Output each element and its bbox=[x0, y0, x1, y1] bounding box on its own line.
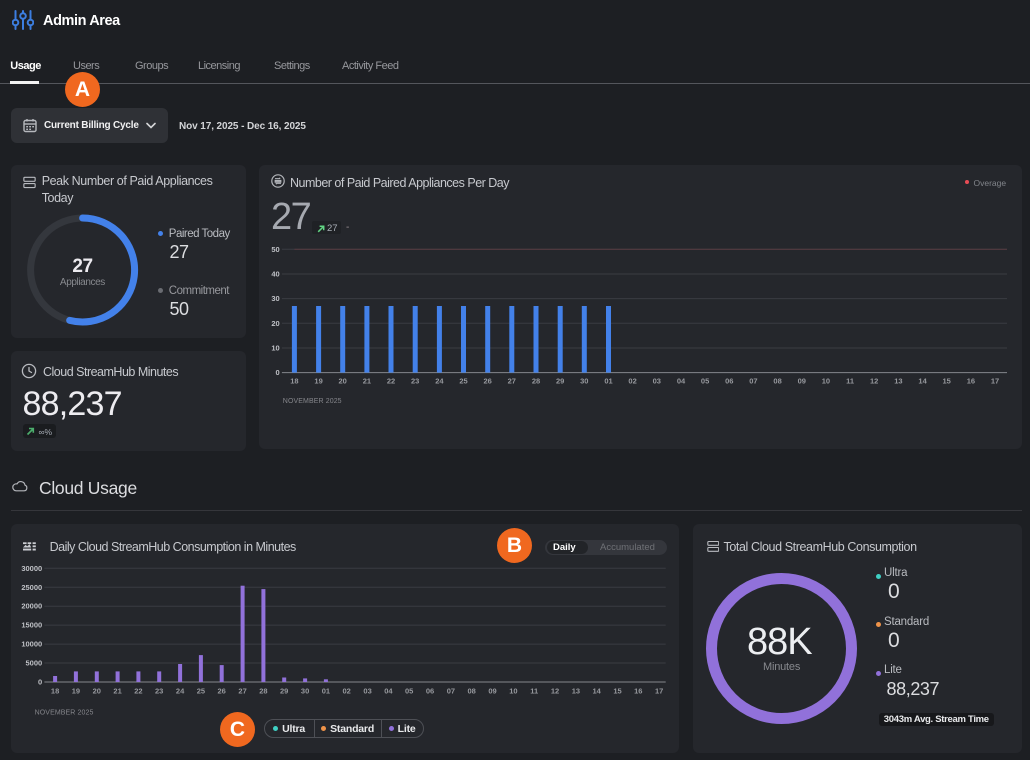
svg-text:18: 18 bbox=[51, 687, 59, 696]
svg-text:19: 19 bbox=[314, 376, 322, 385]
svg-text:03: 03 bbox=[653, 376, 661, 385]
svg-text:10: 10 bbox=[509, 687, 517, 696]
svg-text:20000: 20000 bbox=[21, 602, 42, 611]
svg-text:04: 04 bbox=[677, 376, 686, 385]
svg-text:30: 30 bbox=[580, 376, 588, 385]
svg-text:15: 15 bbox=[943, 376, 951, 385]
svg-text:25000: 25000 bbox=[21, 583, 42, 592]
svg-text:16: 16 bbox=[967, 376, 975, 385]
svg-text:12: 12 bbox=[551, 687, 559, 696]
svg-text:26: 26 bbox=[484, 376, 492, 385]
svg-text:NOVEMBER 2025: NOVEMBER 2025 bbox=[34, 710, 93, 717]
svg-text:24: 24 bbox=[176, 687, 185, 696]
svg-text:10: 10 bbox=[822, 376, 830, 385]
svg-text:23: 23 bbox=[155, 687, 163, 696]
svg-text:03: 03 bbox=[363, 687, 371, 696]
svg-text:17: 17 bbox=[991, 376, 999, 385]
svg-text:07: 07 bbox=[447, 687, 455, 696]
svg-text:18: 18 bbox=[290, 376, 298, 385]
svg-text:12: 12 bbox=[870, 376, 878, 385]
svg-text:11: 11 bbox=[846, 376, 854, 385]
svg-text:27: 27 bbox=[508, 376, 516, 385]
svg-text:30: 30 bbox=[271, 294, 279, 303]
svg-text:04: 04 bbox=[384, 687, 393, 696]
svg-text:20: 20 bbox=[339, 376, 347, 385]
svg-text:28: 28 bbox=[532, 376, 540, 385]
svg-text:13: 13 bbox=[894, 376, 902, 385]
svg-text:NOVEMBER 2025: NOVEMBER 2025 bbox=[283, 398, 342, 405]
svg-text:15000: 15000 bbox=[21, 621, 42, 630]
svg-text:21: 21 bbox=[363, 376, 371, 385]
svg-text:01: 01 bbox=[604, 376, 612, 385]
svg-text:0: 0 bbox=[38, 678, 42, 687]
svg-text:40: 40 bbox=[271, 270, 279, 279]
svg-text:20: 20 bbox=[271, 319, 279, 328]
svg-text:10000: 10000 bbox=[21, 640, 42, 649]
svg-text:20: 20 bbox=[92, 687, 100, 696]
svg-text:01: 01 bbox=[322, 687, 330, 696]
svg-text:15: 15 bbox=[613, 687, 621, 696]
svg-text:14: 14 bbox=[918, 376, 927, 385]
svg-text:19: 19 bbox=[72, 687, 80, 696]
svg-text:16: 16 bbox=[634, 687, 642, 696]
svg-text:10: 10 bbox=[271, 344, 279, 353]
svg-text:50: 50 bbox=[271, 245, 279, 254]
svg-text:28: 28 bbox=[259, 687, 267, 696]
svg-text:08: 08 bbox=[467, 687, 475, 696]
svg-text:29: 29 bbox=[556, 376, 564, 385]
svg-text:08: 08 bbox=[773, 376, 781, 385]
svg-text:06: 06 bbox=[725, 376, 733, 385]
svg-text:07: 07 bbox=[749, 376, 757, 385]
svg-text:29: 29 bbox=[280, 687, 288, 696]
svg-text:22: 22 bbox=[387, 376, 395, 385]
svg-text:09: 09 bbox=[798, 376, 806, 385]
svg-text:25: 25 bbox=[459, 376, 467, 385]
svg-text:02: 02 bbox=[628, 376, 636, 385]
svg-text:30: 30 bbox=[301, 687, 309, 696]
svg-text:17: 17 bbox=[655, 687, 663, 696]
svg-text:0: 0 bbox=[276, 368, 280, 377]
svg-text:27: 27 bbox=[238, 687, 246, 696]
svg-text:09: 09 bbox=[488, 687, 496, 696]
svg-text:02: 02 bbox=[342, 687, 350, 696]
svg-text:26: 26 bbox=[217, 687, 225, 696]
svg-text:5000: 5000 bbox=[25, 659, 42, 668]
svg-text:11: 11 bbox=[530, 687, 538, 696]
svg-text:13: 13 bbox=[572, 687, 580, 696]
svg-text:05: 05 bbox=[405, 687, 413, 696]
svg-text:14: 14 bbox=[592, 687, 601, 696]
svg-text:05: 05 bbox=[701, 376, 709, 385]
svg-text:25: 25 bbox=[197, 687, 205, 696]
svg-text:30000: 30000 bbox=[21, 564, 42, 573]
svg-text:23: 23 bbox=[411, 376, 419, 385]
svg-text:24: 24 bbox=[435, 376, 444, 385]
svg-text:06: 06 bbox=[426, 687, 434, 696]
svg-text:22: 22 bbox=[134, 687, 142, 696]
svg-text:21: 21 bbox=[113, 687, 121, 696]
